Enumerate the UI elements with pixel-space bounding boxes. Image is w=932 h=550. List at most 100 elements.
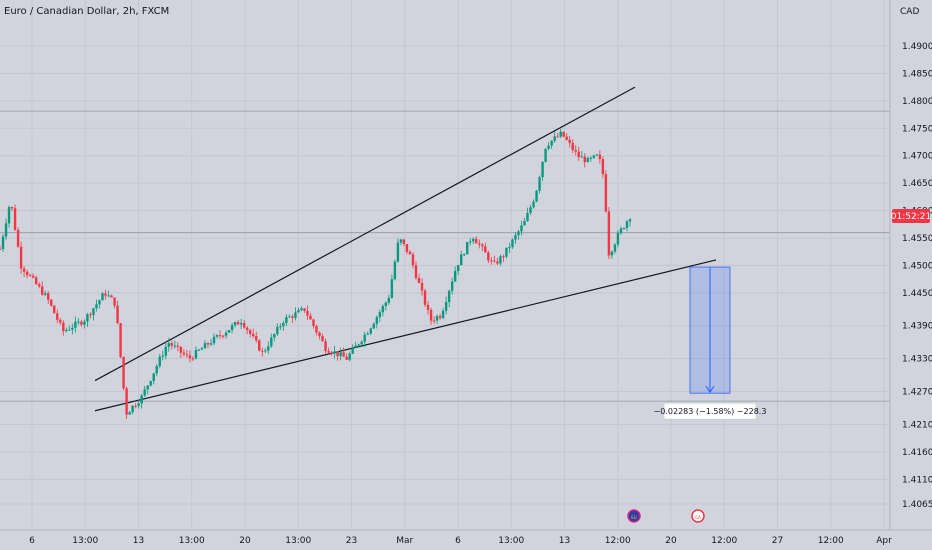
y-tick-label: 1.43900 <box>902 322 932 332</box>
candle-body <box>83 321 86 325</box>
candle-body <box>59 319 62 323</box>
candle-body <box>595 154 599 156</box>
x-tick-label: 20 <box>239 536 251 546</box>
candle-body <box>571 142 574 151</box>
candle-body <box>502 256 505 258</box>
candle-body <box>610 251 614 256</box>
candle-body <box>294 312 297 318</box>
lower-wedge-line[interactable] <box>94 259 717 412</box>
candle-body <box>420 282 424 291</box>
candle-body <box>598 154 602 160</box>
candle-body <box>484 246 487 253</box>
candle-body <box>89 314 92 316</box>
candle-body <box>583 156 586 163</box>
candle-body <box>143 389 146 396</box>
candle-body <box>197 349 201 351</box>
candle-body <box>493 260 496 262</box>
upper-wedge-line[interactable] <box>94 86 636 382</box>
candle-body <box>490 260 493 262</box>
y-axis-ticks: 1.49000 1.48500 1.48000 1.47500 1.47000 1.465… <box>902 42 932 510</box>
chart-title: Euro / Canadian Dollar, 2h, FXCM <box>4 6 169 17</box>
candle-body <box>613 244 617 252</box>
candle-body <box>125 388 128 415</box>
candle-body <box>444 301 448 311</box>
y-tick-label: 1.45000 <box>902 261 932 271</box>
candle-body <box>481 244 484 247</box>
candle-body <box>230 325 234 331</box>
candle-body <box>354 345 357 348</box>
y-tick-label: 1.47500 <box>902 124 932 134</box>
candle-body <box>466 242 469 255</box>
candle-body <box>264 350 267 352</box>
candle-body <box>273 334 276 338</box>
candle-body <box>279 326 282 328</box>
candle-body <box>463 254 466 256</box>
currency-label: CAD <box>900 7 919 17</box>
eu-flag-circle <box>627 509 641 523</box>
candle-body <box>417 277 421 283</box>
x-tick-label: 12:00 <box>605 536 631 546</box>
candle-body <box>176 345 180 347</box>
candle-body <box>351 347 354 354</box>
candle-body <box>348 353 351 360</box>
candle-body <box>80 321 83 325</box>
candle-body <box>450 281 454 291</box>
candle-body <box>258 340 261 351</box>
horizontal-levels <box>0 110 890 402</box>
candle-body <box>514 235 517 240</box>
candle-body <box>92 308 95 316</box>
candle-body <box>574 150 577 152</box>
candle-body <box>393 261 397 280</box>
candle-body <box>568 139 571 143</box>
candle-body <box>601 159 605 175</box>
candle-body <box>167 343 171 347</box>
candle-body <box>140 395 143 404</box>
measure-label-box <box>663 402 757 420</box>
candle-body <box>619 228 623 234</box>
candle-body <box>53 305 56 314</box>
candle-body <box>529 207 532 214</box>
y-tick-label: 1.40650 <box>902 500 932 510</box>
candle-body <box>7 207 11 224</box>
candle-body <box>107 295 110 297</box>
candle-body <box>315 325 318 333</box>
candle-body <box>402 239 406 244</box>
ca-flag-icon[interactable]: CA <box>691 509 705 523</box>
x-tick-label: 13 <box>559 536 570 546</box>
candle-body <box>508 247 511 249</box>
candle-body <box>13 208 17 230</box>
candle-body <box>16 229 20 247</box>
candle-body <box>188 355 192 359</box>
candle-body <box>387 297 391 303</box>
candle-body <box>239 322 243 325</box>
y-tick-label: 1.45500 <box>902 234 932 244</box>
candle-body <box>218 335 222 337</box>
candle-body <box>34 277 38 285</box>
measure-tool[interactable]: −0.02283 (−1.58%) −228.3 <box>654 266 767 420</box>
candle-body <box>119 323 122 357</box>
candle-body <box>191 358 195 360</box>
candle-body <box>375 317 378 324</box>
candle-body <box>267 346 270 351</box>
candle-body <box>538 177 541 191</box>
candle-body <box>282 322 285 327</box>
candle-body <box>242 322 246 328</box>
candle-body <box>28 275 32 277</box>
candle-body <box>604 174 608 212</box>
candle-body <box>291 316 294 318</box>
candle-body <box>321 336 324 342</box>
candle-body <box>161 355 164 357</box>
candle-body <box>553 136 556 141</box>
eu-flag-icon[interactable]: EU <box>627 509 641 523</box>
candle-body <box>607 211 611 256</box>
candle-body <box>77 321 80 323</box>
y-tick-label: 1.43300 <box>902 355 932 365</box>
candle-body <box>342 352 345 357</box>
candle-body <box>399 239 403 243</box>
candle-body <box>459 254 463 266</box>
candle-body <box>137 403 140 406</box>
candle-body <box>236 322 240 325</box>
measure-label-text: −0.02283 (−1.58%) −228.3 <box>654 407 767 416</box>
candle-body <box>31 275 35 278</box>
candle-body <box>360 341 363 345</box>
